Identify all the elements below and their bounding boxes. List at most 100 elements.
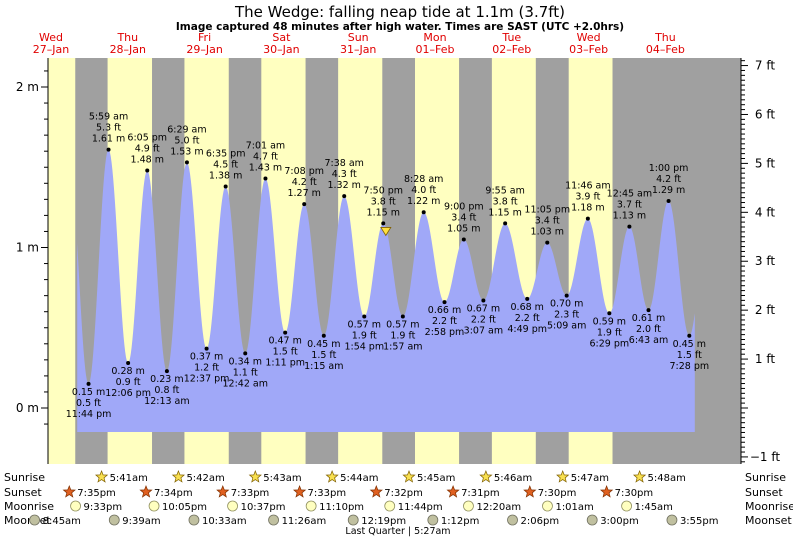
sunset-icon (599, 485, 614, 498)
low-water-label: 1:11 pm (265, 358, 305, 369)
low-water-point (481, 298, 486, 303)
high-water-label: 5:59 am (89, 112, 128, 123)
low-water-label: 0.47 m (268, 336, 301, 347)
sunrise-time: 5:43am (263, 473, 301, 484)
low-water-label: 6:29 pm (590, 338, 630, 349)
moonset-row-label-left: Moonset (4, 514, 51, 527)
low-water-point (525, 296, 530, 301)
low-water-point (400, 314, 405, 319)
day-date: 30–Jan (263, 43, 299, 56)
high-water-label: 5.3 ft (96, 123, 121, 134)
sunrise-time: 5:46am (494, 473, 532, 484)
moonrise-time: 10:05pm (162, 502, 207, 513)
day-name: Thu (116, 31, 138, 44)
right-tick-label: 6 ft (755, 107, 775, 121)
high-water-label: 4.5 ft (213, 160, 238, 171)
moonrise-row-label-right: Moonrise (745, 500, 793, 513)
moonrise-icon (463, 500, 474, 512)
high-water-label: 1.15 m (488, 207, 521, 218)
low-water-label: 0.9 ft (116, 377, 141, 388)
sunset-icon (369, 485, 383, 498)
low-water-label: 1:15 am (304, 361, 343, 372)
sunrise-icon (94, 470, 109, 483)
low-water-label: 5:09 am (547, 321, 586, 332)
low-water-point (646, 308, 651, 313)
sunrise-icon (556, 470, 570, 483)
moonset-icon (29, 514, 40, 526)
low-water-label: 0.37 m (190, 352, 223, 363)
low-water-point (86, 381, 91, 386)
low-water-label: 4:49 pm (507, 324, 547, 335)
moonset-time: 10:33am (202, 516, 247, 527)
current-level-marker (380, 227, 392, 237)
high-water-label: 11:46 am (565, 181, 610, 192)
moonrise-time: 9:33pm (84, 502, 123, 513)
high-water-label: 1.32 m (327, 180, 360, 191)
high-water-label: 1.61 m (92, 134, 125, 145)
right-tick-label: 3 ft (755, 254, 775, 268)
low-water-label: 0.45 m (307, 339, 340, 350)
moonrise-icon (305, 500, 317, 512)
low-water-label: 1.2 ft (194, 363, 219, 374)
low-water-label: 0.59 m (593, 316, 626, 327)
moonrise-time: 11:44pm (398, 502, 443, 513)
low-water-label: 12:13 am (144, 396, 189, 407)
low-water-point (321, 333, 326, 338)
moonrise-row-label-left: Moonrise (4, 500, 54, 513)
high-water-label: 3.8 ft (493, 196, 518, 207)
right-tick-label: 7 ft (755, 59, 775, 73)
moonset-icon (507, 514, 518, 526)
high-water-label: 6:35 pm (206, 149, 246, 160)
sunrise-icon (402, 470, 416, 483)
right-tick-label: −1 ft (750, 450, 781, 464)
low-water-label: 0.5 ft (76, 398, 101, 409)
low-water-label: 1.9 ft (597, 327, 622, 338)
high-water-point (503, 221, 508, 226)
low-water-label: 12:42 am (222, 378, 267, 389)
sunrise-time: 5:45am (417, 473, 455, 484)
sunset-time: 7:32pm (384, 488, 423, 499)
high-water-point (263, 176, 268, 181)
sunset-icon (446, 485, 460, 498)
low-water-label: 0.23 m (150, 374, 183, 385)
low-water-label: 1.9 ft (390, 331, 415, 342)
day-date: 04–Feb (646, 43, 685, 56)
moonrise-time: 11:10pm (319, 502, 364, 513)
day-date: 02–Feb (492, 43, 531, 56)
left-tick-label: 1 m (16, 241, 39, 255)
low-water-label: 11:44 pm (66, 409, 112, 420)
low-water-point (687, 333, 692, 338)
moonrise-time: 12:20am (476, 502, 521, 513)
high-water-label: 3.4 ft (451, 212, 476, 223)
high-water-label: 5.0 ft (174, 135, 199, 146)
high-water-label: 1.43 m (249, 162, 282, 173)
day-date: 29–Jan (186, 43, 222, 56)
high-water-label: 4.0 ft (411, 185, 436, 196)
low-water-label: 0.8 ft (154, 385, 179, 396)
sunset-icon (292, 485, 307, 498)
low-water-point (243, 351, 248, 356)
day-name: Wed (577, 31, 601, 44)
high-water-label: 11:05 pm (524, 205, 570, 216)
low-water-label: 1:54 pm (344, 342, 384, 353)
moonset-time: 8:45am (43, 516, 81, 527)
sunrise-time: 5:48am (648, 473, 686, 484)
moonrise-icon (542, 500, 553, 512)
low-water-label: 1.1 ft (233, 367, 258, 378)
low-water-label: 0.67 m (467, 303, 500, 314)
moonset-time: 3:55pm (680, 516, 719, 527)
sunrise-icon (171, 470, 186, 483)
day-name: Mon (423, 31, 446, 44)
high-water-point (223, 184, 228, 189)
high-water-label: 1.27 m (287, 188, 320, 199)
high-water-point (342, 194, 347, 199)
high-water-label: 4.2 ft (292, 177, 317, 188)
moonrise-time: 1:45am (635, 502, 673, 513)
low-water-label: 2:58 pm (425, 327, 465, 338)
low-water-point (564, 293, 569, 298)
low-water-label: 1.5 ft (311, 350, 336, 361)
moonset-icon (586, 514, 598, 526)
sunrise-row-label-left: Sunrise (4, 471, 45, 484)
